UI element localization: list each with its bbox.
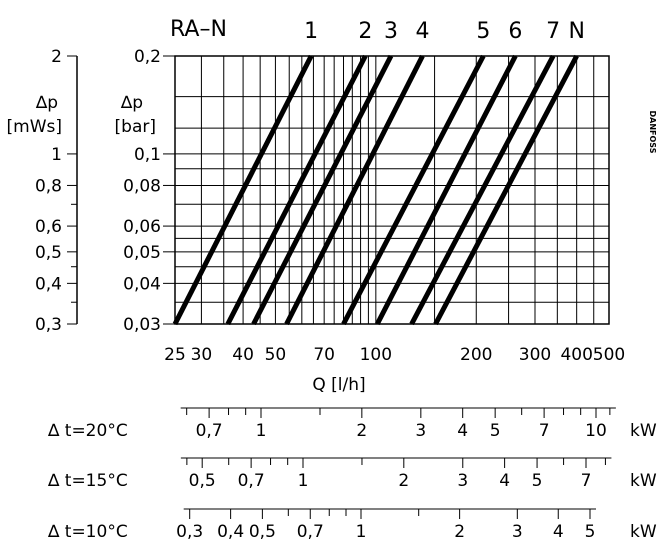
kw-tick-label: 5 — [490, 421, 501, 441]
kw-tick-label: 5 — [532, 471, 543, 491]
y-bar-tick-label: 0,05 — [123, 243, 161, 263]
x-tick-label: 70 — [313, 345, 335, 365]
x-tick-label: 25 — [164, 345, 186, 365]
kw-tick-label: 2 — [454, 522, 465, 542]
kw-tick-label: 1 — [298, 471, 309, 491]
x-tick-label: 200 — [460, 345, 492, 365]
kw-tick-label: 1 — [256, 421, 267, 441]
y-axis-bar-unit: [bar] — [115, 117, 156, 137]
kw-row-label: ∆ t=10°C — [47, 522, 128, 542]
y-axis-mws-label: ∆p — [35, 93, 58, 113]
x-tick-label: 40 — [232, 345, 254, 365]
chart-title: RA–N — [170, 17, 227, 42]
y-mws-tick-label: 0,4 — [35, 274, 62, 294]
series-label-7: 7 — [546, 19, 560, 44]
kw-tick-label: 0,5 — [189, 471, 216, 491]
x-tick-label: 100 — [360, 345, 392, 365]
kw-tick-label: 2 — [398, 471, 409, 491]
kw-tick-label: 10 — [585, 421, 607, 441]
kw-tick-label: 0,5 — [249, 522, 276, 542]
series-label-6: 6 — [508, 19, 522, 44]
series-line-3 — [251, 54, 394, 326]
plot-frame — [174, 55, 610, 325]
kw-unit-label: kW — [630, 522, 657, 542]
brand-label: DANFOSS — [648, 111, 657, 154]
x-tick-label: 50 — [265, 345, 287, 365]
kw-tick-label: 0,7 — [238, 471, 265, 491]
kw-scales: ∆ t=20°C kW 0,7 1 2 3 4 5 7 10 ∆ t=15°C kW 0,5 0,7 1 2 3… — [47, 407, 657, 542]
x-axis-label: Q [l/h] — [312, 375, 365, 395]
y-axis-mws-unit: [mWs] — [7, 117, 63, 137]
y-bar-tick-label: 0,1 — [134, 145, 161, 165]
y-bar-tick-label: 0,2 — [134, 47, 161, 67]
series-label-3: 3 — [384, 19, 398, 44]
series-label-4: 4 — [415, 19, 429, 44]
x-tick-label: 300 — [519, 345, 551, 365]
series-label-N: N — [568, 19, 584, 44]
series-line-1 — [172, 54, 314, 326]
series-line-4 — [284, 54, 425, 326]
kw-tick-label: 7 — [539, 421, 550, 441]
y-mws-tick-label: 0,8 — [35, 176, 62, 196]
kw-tick-label: 0,3 — [176, 522, 203, 542]
kw-tick-label: 0,4 — [217, 522, 244, 542]
series-line-6 — [375, 54, 518, 326]
y-mws-tick-label: 0,3 — [35, 315, 62, 335]
y-mws-tick-label: 1 — [51, 145, 62, 165]
x-tick-label: 500 — [593, 345, 625, 365]
chart-axes: 25 30 40 50 70 100 200 300 400 500 0,2 0,1 0,08 0,06 0… — [35, 47, 625, 365]
chart-grid — [175, 56, 609, 324]
kw-tick-label: 3 — [457, 471, 468, 491]
kw-tick-label: 1 — [356, 522, 367, 542]
kw-tick-label: 4 — [457, 421, 468, 441]
y-mws-tick-label: 0,6 — [35, 217, 62, 237]
series-line-2 — [225, 54, 368, 326]
y-mws-tick-label: 0,5 — [35, 243, 62, 263]
kw-tick-label: 2 — [356, 421, 367, 441]
y-bar-tick-label: 0,08 — [123, 176, 161, 196]
series-line-N — [433, 54, 579, 326]
series-label-5: 5 — [476, 19, 490, 44]
kw-tick-label: 4 — [553, 522, 564, 542]
kw-unit-label: kW — [630, 421, 657, 441]
y-mws-tick-label: 2 — [51, 47, 62, 67]
series-line-7 — [409, 54, 556, 326]
kw-row-label: ∆ t=15°C — [47, 471, 128, 491]
kw-tick-label: 7 — [581, 471, 592, 491]
kw-unit-label: kW — [630, 471, 657, 491]
x-tick-label: 400 — [560, 345, 592, 365]
kw-tick-label: 4 — [499, 471, 510, 491]
y-axis-bar-label: ∆p — [120, 93, 143, 113]
y-bar-tick-label: 0,06 — [123, 217, 161, 237]
y-bar-tick-label: 0,04 — [123, 274, 161, 294]
kw-tick-label: 3 — [415, 421, 426, 441]
series-label-2: 2 — [358, 19, 372, 44]
kw-row-label: ∆ t=20°C — [47, 421, 128, 441]
kw-tick-label: 5 — [585, 522, 596, 542]
kw-tick-label: 0,7 — [297, 522, 324, 542]
series-line-5 — [341, 54, 486, 326]
kw-tick-label: 3 — [512, 522, 523, 542]
kw-tick-label: 0,7 — [196, 421, 223, 441]
y-bar-tick-label: 0,03 — [123, 315, 161, 335]
chart-frame — [174, 55, 610, 325]
x-tick-label: 30 — [191, 345, 213, 365]
series-label-1: 1 — [304, 19, 318, 44]
